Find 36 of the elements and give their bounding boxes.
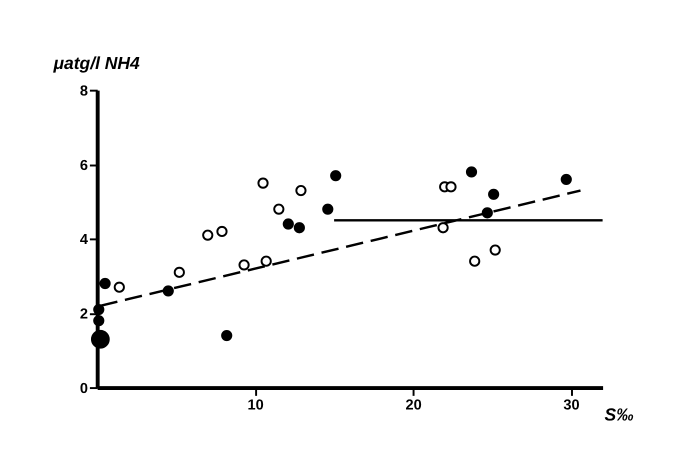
point [322, 204, 334, 215]
point [260, 256, 272, 267]
point [114, 282, 125, 293]
point [238, 259, 250, 270]
x-tick-label: 20 [405, 397, 422, 414]
point [488, 188, 500, 200]
x-tick-label: 30 [563, 397, 580, 414]
point [257, 178, 269, 189]
point [438, 222, 449, 234]
point [490, 244, 501, 256]
point [560, 174, 572, 185]
y-tick-label: 4 [80, 232, 89, 248]
point [93, 315, 104, 326]
y-tick-label: 0 [80, 380, 88, 397]
point [294, 222, 305, 234]
point [482, 207, 493, 218]
point [221, 330, 232, 342]
point [466, 166, 478, 178]
x-axis-title: S‰ [604, 404, 634, 425]
point [100, 278, 111, 290]
x-tick-label: 10 [248, 397, 264, 414]
point [330, 170, 342, 182]
point [282, 218, 294, 230]
point [174, 266, 185, 278]
point [216, 226, 228, 238]
point [202, 230, 214, 241]
point [162, 285, 174, 297]
point [93, 304, 104, 316]
y-tick-label: 2 [80, 306, 88, 323]
y-tick-label: 6 [80, 158, 88, 174]
point [445, 181, 457, 192]
point [295, 184, 307, 196]
y-tick-label: 8 [80, 84, 88, 100]
y-axis-title: μatg/l NH4 [52, 52, 140, 73]
point [273, 204, 284, 215]
point [469, 256, 480, 267]
